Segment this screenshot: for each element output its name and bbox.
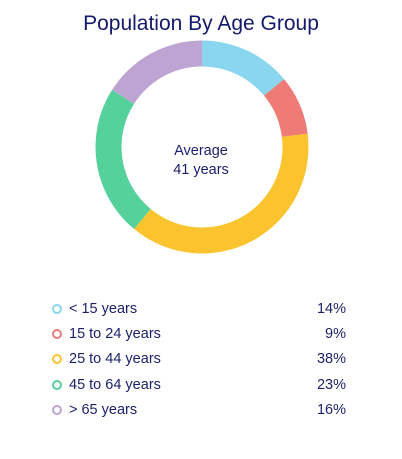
legend-marker-icon [52, 328, 62, 339]
donut-slice [202, 40, 285, 96]
legend-marker-icon [52, 303, 62, 314]
legend-value: 23% [316, 376, 346, 393]
donut-slice [134, 133, 309, 254]
legend-item: > 65 years 16% [52, 397, 352, 422]
donut-slice [112, 40, 202, 104]
legend-value: 38% [316, 351, 346, 368]
legend-item: < 15 years 14% [52, 296, 352, 321]
center-label-line1: Average [174, 143, 228, 159]
legend-label: 15 to 24 years [69, 325, 161, 342]
donut-chart [95, 40, 309, 254]
legend-marker-icon [52, 354, 62, 365]
legend-label: > 65 years [69, 401, 138, 418]
legend-value: 14% [316, 300, 346, 317]
donut-slice [264, 79, 308, 137]
donut-slice [95, 89, 151, 230]
legend-item: 15 to 24 years 9% [52, 321, 352, 346]
legend-label: 45 to 64 years [69, 376, 161, 393]
legend: < 15 years 14% 15 to 24 years 9% 25 to 4… [52, 296, 352, 422]
center-label-line2: 41 years [173, 162, 229, 178]
legend-item: 25 to 44 years 38% [52, 347, 352, 372]
legend-label: < 15 years [69, 300, 138, 317]
legend-value: 9% [325, 325, 346, 342]
legend-marker-icon [52, 404, 62, 415]
center-label: Average 41 years [121, 142, 281, 180]
legend-marker-icon [52, 379, 62, 390]
legend-value: 16% [316, 401, 346, 418]
legend-label: 25 to 44 years [69, 351, 161, 368]
legend-item: 45 to 64 years 23% [52, 372, 352, 397]
chart-title: Population By Age Group [83, 12, 319, 35]
